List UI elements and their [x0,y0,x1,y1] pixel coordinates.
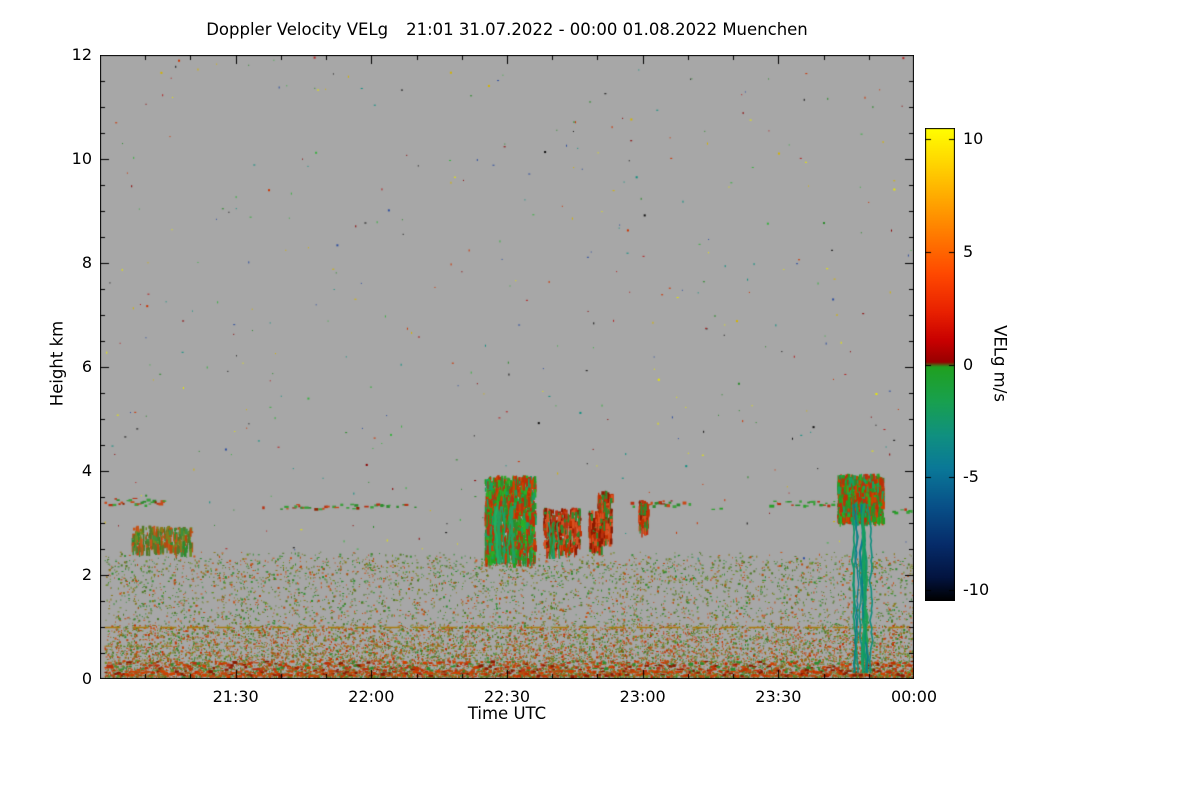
y-tick-label: 8 [81,253,92,272]
y-tick-label: 2 [81,565,92,584]
y-tick-label: 10 [71,149,92,168]
x-tick-label: 00:00 [890,687,938,706]
colorbar-tick-label: -10 [963,579,990,599]
colorbar-tick-label: 5 [963,241,974,261]
chart-title-daterange: 21:01 31.07.2022 - 00:00 01.08.2022 Muen… [406,20,808,39]
chart-title-main: Doppler Velocity VELg [206,20,389,39]
colorbar-canvas [925,128,955,601]
y-tick-label: 12 [71,45,92,64]
colorbar-label: VELg m/s [990,325,1010,402]
x-tick-label: 21:30 [212,687,259,706]
y-tick-label: 0 [81,669,92,688]
colorbar-tick-label: -5 [963,467,979,487]
colorbar-tick-label: 0 [963,354,974,374]
x-tick-label: 22:00 [348,687,395,706]
x-axis-label: Time UTC [467,704,547,723]
x-tick-label: 22:30 [483,687,531,706]
chart-title: Doppler Velocity VELg 21:01 31.07.2022 - … [100,20,914,39]
colorbar-tick-label: 10 [963,129,984,149]
y-tick-label: 4 [81,461,92,480]
x-tick-label: 23:30 [755,687,802,706]
x-tick-label: 23:00 [619,687,666,706]
y-tick-label: 6 [81,357,92,376]
velocity-heatmap-canvas [100,55,914,679]
